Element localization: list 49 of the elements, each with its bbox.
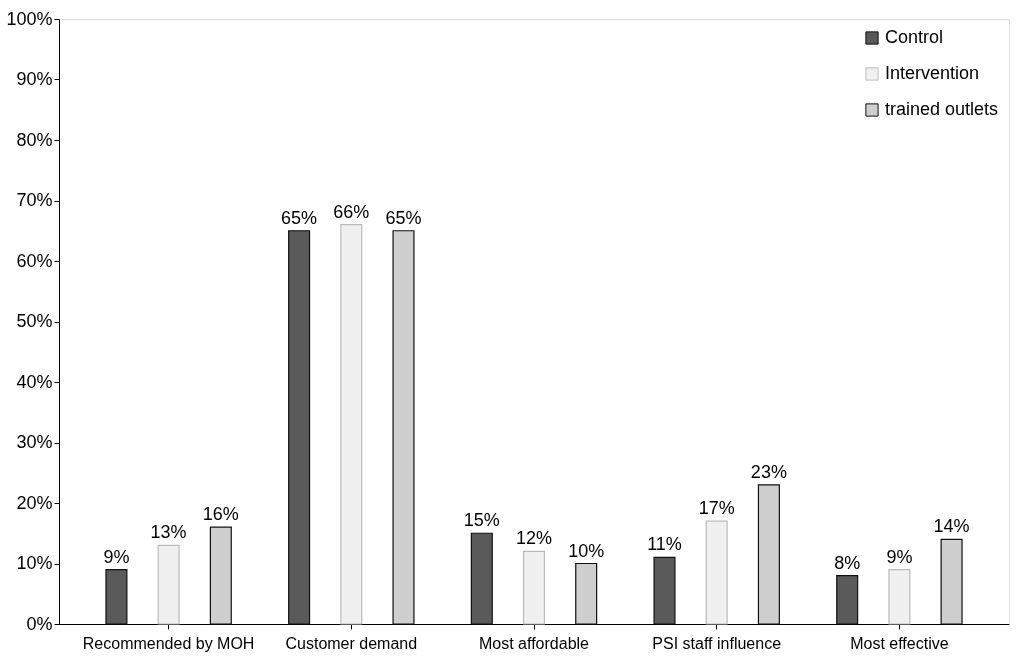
data-label: 16%: [202, 504, 239, 525]
y-tick-label: 60%: [16, 250, 53, 271]
bar: [888, 568, 911, 625]
x-tick-label: Most effective: [850, 634, 949, 652]
y-tick-label: 100%: [6, 8, 53, 29]
data-label: 12%: [515, 528, 553, 549]
data-label: 8%: [834, 552, 861, 573]
bar: [575, 562, 598, 625]
data-label: 66%: [333, 201, 370, 222]
bar: [157, 544, 180, 625]
data-label: 23%: [750, 461, 787, 482]
y-tick-label: 50%: [16, 311, 53, 331]
x-tick-label: Recommended by MOH: [82, 634, 255, 652]
x-tick-label: PSI staff influence: [652, 634, 782, 652]
legend-label: Control: [885, 27, 944, 47]
bar: [836, 575, 859, 625]
bar: [940, 538, 963, 625]
x-tick-label: Most affordable: [479, 634, 590, 652]
bar: [470, 532, 493, 625]
bar: [705, 520, 728, 625]
x-tick-label: Customer demand: [285, 634, 418, 652]
data-label: 9%: [103, 546, 130, 567]
data-label: 17%: [698, 498, 735, 519]
bar: [522, 550, 546, 625]
data-label: 10%: [568, 540, 605, 561]
bar: [209, 526, 232, 625]
legend-label: trained outlets: [885, 99, 999, 119]
y-tick-label: 80%: [16, 129, 53, 150]
y-tick-label: 90%: [16, 69, 53, 89]
bar: [105, 568, 128, 625]
data-label: 11%: [647, 534, 682, 555]
y-tick-label: 10%: [16, 553, 53, 573]
legend-label: Intervention: [885, 63, 980, 83]
bar: [757, 484, 780, 625]
bar: [392, 230, 415, 625]
y-tick-label: 30%: [16, 432, 53, 452]
data-label: 9%: [886, 546, 913, 567]
y-tick-label: 20%: [16, 492, 53, 513]
bar: [340, 224, 363, 625]
bar: [288, 230, 311, 625]
data-label: 65%: [281, 207, 318, 228]
data-label: 65%: [385, 207, 422, 228]
y-tick-label: 70%: [16, 190, 53, 210]
data-label: 14%: [933, 516, 970, 537]
data-label: 15%: [463, 510, 500, 531]
y-tick-label: 0%: [26, 613, 53, 634]
y-tick-label: 40%: [16, 371, 53, 392]
bar: [653, 556, 676, 625]
data-label: 13%: [150, 522, 187, 543]
